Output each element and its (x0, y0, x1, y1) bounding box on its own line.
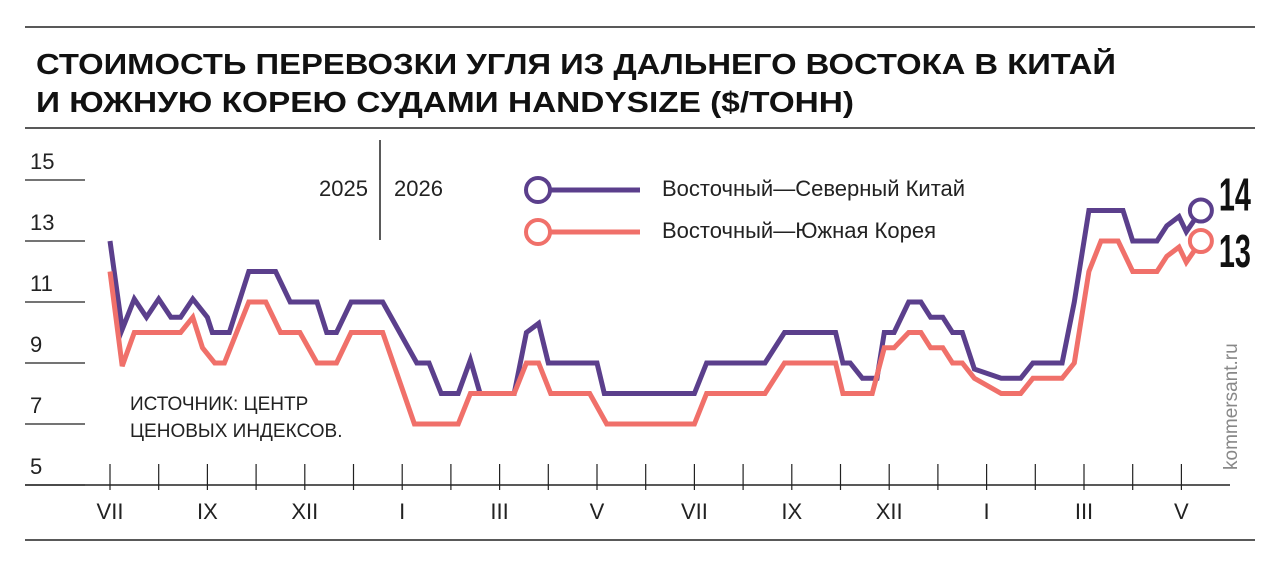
x-tick-label: III (1075, 499, 1093, 524)
chart-title: СТОИМОСТЬ ПЕРЕВОЗКИ УГЛЯ ИЗ ДАЛЬНЕГО ВОС… (36, 47, 1116, 81)
source: ИСТОЧНИК: ЦЕНТР (130, 394, 308, 415)
x-tick-label: XII (876, 499, 903, 524)
x-tick-label: IX (197, 499, 218, 524)
x-tick-label: XII (291, 499, 318, 524)
legend-marker (524, 176, 552, 204)
end-marker (1187, 228, 1214, 254)
x-tick-label: V (590, 499, 605, 524)
legend-marker (524, 218, 552, 246)
x-tick-label: I (399, 499, 405, 524)
series-line (107, 208, 1203, 396)
legend-label: Восточный—Южная Корея (662, 218, 936, 243)
end-label: 13 (1219, 225, 1251, 277)
x-tick-label: V (1174, 499, 1189, 524)
watermark: kommersant.ru (1221, 343, 1242, 470)
source: ЦЕНОВЫХ ИНДЕКСОВ. (130, 421, 342, 442)
y-tick-label: 5 (30, 454, 42, 479)
x-tick-label: VII (97, 499, 124, 524)
y-tick-label: 7 (30, 393, 42, 418)
end-marker (1187, 197, 1214, 224)
series-line (107, 238, 1203, 427)
legend-label: Восточный—Северный Китай (662, 176, 965, 201)
year-label: 2026 (394, 176, 443, 201)
year-label: 2025 (319, 176, 368, 201)
x-tick-label: IX (781, 499, 802, 524)
x-tick-label: VII (681, 499, 708, 524)
x-tick-label: III (490, 499, 508, 524)
end-label: 14 (1219, 169, 1251, 221)
y-tick-label: 13 (30, 210, 54, 235)
x-tick-label: I (984, 499, 990, 524)
y-tick-label: 11 (30, 271, 53, 296)
chart-title: И ЮЖНУЮ КОРЕЮ СУДАМИ HANDYSIZE ($/ТОНН) (36, 87, 854, 119)
y-tick-label: 9 (30, 332, 42, 357)
y-tick-label: 15 (30, 149, 54, 174)
